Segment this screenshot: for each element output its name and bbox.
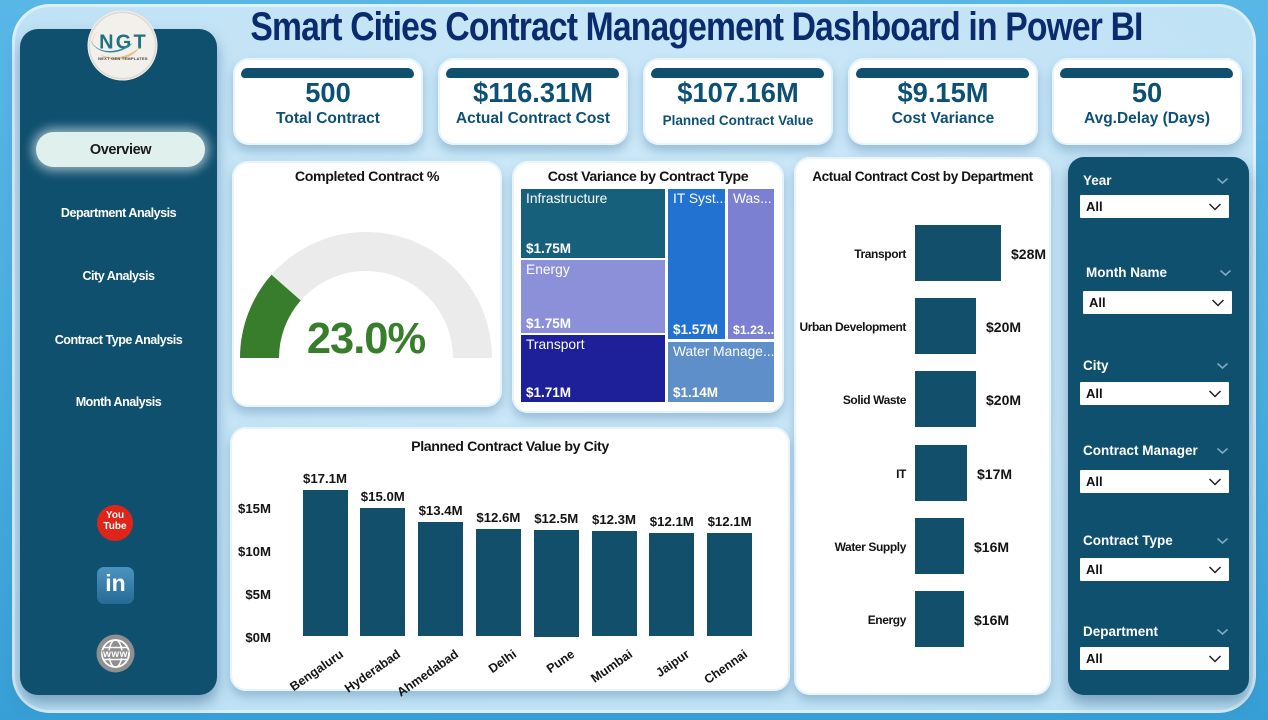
svg-text:23.0%: 23.0% xyxy=(307,315,426,363)
svg-text:www: www xyxy=(102,649,128,660)
svg-text:NGT: NGT xyxy=(99,32,148,54)
svg-text:NEXT GEN TEMPLATES: NEXT GEN TEMPLATES xyxy=(98,56,148,61)
